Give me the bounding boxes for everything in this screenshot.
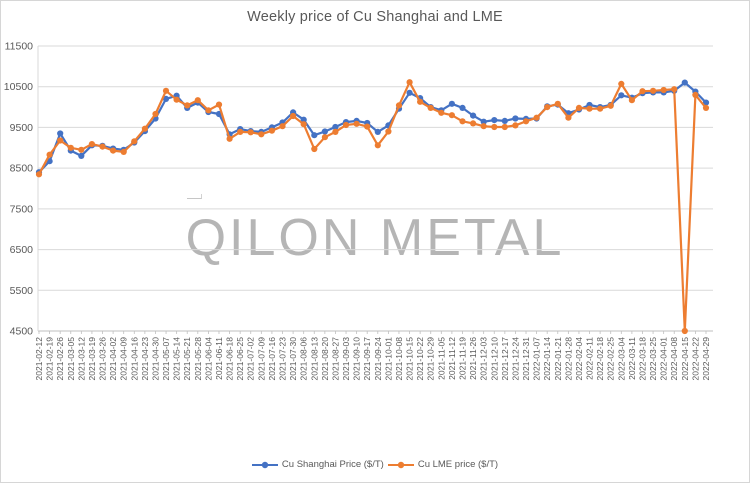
svg-text:2022-01-07: 2022-01-07: [532, 337, 542, 381]
svg-text:11500: 11500: [5, 41, 34, 53]
svg-text:2021-11-26: 2021-11-26: [468, 337, 478, 380]
svg-text:2021-10-29: 2021-10-29: [426, 337, 436, 381]
svg-text:9500: 9500: [10, 122, 34, 134]
svg-text:2022-01-28: 2022-01-28: [563, 337, 573, 381]
svg-text:2021-11-12: 2021-11-12: [447, 337, 457, 380]
svg-text:2022-04-22: 2022-04-22: [690, 337, 700, 381]
svg-text:2021-05-21: 2021-05-21: [182, 337, 192, 381]
svg-text:2021-02-19: 2021-02-19: [45, 337, 55, 381]
y-gridlines: [37, 45, 713, 332]
svg-text:2021-09-10: 2021-09-10: [352, 337, 362, 381]
svg-text:2021-04-16: 2021-04-16: [129, 337, 139, 381]
svg-text:2022-03-11: 2022-03-11: [627, 337, 637, 380]
svg-text:2021-12-31: 2021-12-31: [521, 337, 531, 381]
svg-text:2021-12-03: 2021-12-03: [479, 337, 489, 381]
legend-label-lme: Cu LME price ($/T): [417, 459, 499, 470]
svg-text:2021-09-24: 2021-09-24: [373, 337, 383, 381]
svg-text:2021-07-30: 2021-07-30: [288, 337, 298, 381]
svg-text:2021-06-25: 2021-06-25: [235, 337, 245, 381]
svg-text:2022-01-14: 2022-01-14: [542, 337, 552, 381]
svg-text:2021-12-24: 2021-12-24: [510, 337, 520, 381]
svg-text:2022-02-25: 2022-02-25: [606, 337, 616, 381]
chart-legend: Cu Shanghai Price ($/T) Cu LME price ($/…: [1, 459, 749, 470]
svg-text:2022-04-01: 2022-04-01: [659, 337, 669, 381]
svg-text:2021-09-17: 2021-09-17: [362, 337, 372, 381]
svg-text:2021-07-23: 2021-07-23: [278, 337, 288, 381]
svg-text:2022-02-18: 2022-02-18: [595, 337, 605, 381]
svg-text:2021-12-17: 2021-12-17: [500, 337, 510, 381]
svg-text:2021-12-10: 2021-12-10: [489, 337, 499, 381]
svg-text:2021-07-16: 2021-07-16: [267, 337, 277, 381]
svg-text:2021-06-04: 2021-06-04: [203, 337, 213, 381]
svg-text:10500: 10500: [4, 81, 33, 93]
y-axis-labels: 4500 5500 6500 7500 8500 9500 10500 11500: [4, 41, 33, 338]
svg-text:2021-05-14: 2021-05-14: [172, 337, 182, 381]
svg-text:2021-10-08: 2021-10-08: [394, 337, 404, 381]
svg-text:2021-10-15: 2021-10-15: [405, 337, 415, 381]
svg-text:6500: 6500: [10, 244, 34, 256]
svg-text:2021-05-28: 2021-05-28: [193, 337, 203, 381]
svg-text:2022-04-29: 2022-04-29: [701, 337, 711, 381]
svg-text:2022-03-25: 2022-03-25: [648, 337, 658, 381]
artifact-mark: [187, 194, 202, 199]
svg-text:2021-02-12: 2021-02-12: [34, 337, 44, 381]
svg-text:2022-01-21: 2022-01-21: [553, 337, 563, 381]
svg-text:2021-06-18: 2021-06-18: [225, 337, 235, 381]
svg-text:2021-06-11: 2021-06-11: [214, 337, 224, 380]
svg-text:2021-03-05: 2021-03-05: [66, 337, 76, 381]
svg-text:8500: 8500: [10, 163, 34, 175]
svg-text:2021-08-13: 2021-08-13: [309, 337, 319, 381]
svg-text:2021-08-27: 2021-08-27: [330, 337, 340, 381]
svg-text:2021-05-07: 2021-05-07: [161, 337, 171, 381]
svg-text:2021-07-09: 2021-07-09: [256, 337, 266, 381]
svg-text:2022-03-18: 2022-03-18: [637, 337, 647, 381]
svg-text:4500: 4500: [10, 326, 34, 338]
svg-text:2022-04-15: 2022-04-15: [680, 337, 690, 381]
svg-text:2021-04-02: 2021-04-02: [108, 337, 118, 381]
svg-text:2022-02-04: 2022-02-04: [574, 337, 584, 381]
svg-text:2021-03-19: 2021-03-19: [87, 337, 97, 381]
svg-text:2021-09-03: 2021-09-03: [341, 337, 351, 381]
svg-text:2021-10-01: 2021-10-01: [383, 337, 393, 381]
svg-text:2021-04-30: 2021-04-30: [150, 337, 160, 381]
svg-text:2021-08-20: 2021-08-20: [320, 337, 330, 381]
watermark: QILON METAL: [185, 209, 565, 267]
svg-text:2021-03-26: 2021-03-26: [98, 337, 108, 381]
svg-text:2021-07-02: 2021-07-02: [246, 337, 256, 381]
svg-text:2022-03-04: 2022-03-04: [616, 337, 626, 381]
svg-text:2021-11-05: 2021-11-05: [436, 337, 446, 380]
svg-text:2021-08-06: 2021-08-06: [299, 337, 309, 381]
svg-text:2021-03-12: 2021-03-12: [76, 337, 86, 381]
legend-item-shanghai[interactable]: Cu Shanghai Price ($/T): [251, 459, 384, 470]
svg-text:2022-04-08: 2022-04-08: [669, 337, 679, 381]
lme-series-marker-icon: [387, 461, 414, 468]
svg-text:2021-04-23: 2021-04-23: [140, 337, 150, 381]
shanghai-series-marker-icon: [251, 461, 278, 468]
legend-item-lme[interactable]: Cu LME price ($/T): [387, 459, 499, 470]
x-axis-labels: 2021-02-12 2021-02-19 2021-02-26 2021-03-05…: [34, 337, 711, 381]
x-axis-ticks: [38, 331, 707, 334]
svg-text:2021-04-09: 2021-04-09: [119, 337, 129, 381]
svg-text:7500: 7500: [10, 203, 34, 215]
series-lme: [35, 79, 710, 335]
svg-text:2021-02-26: 2021-02-26: [55, 337, 65, 381]
svg-text:2021-11-19: 2021-11-19: [457, 337, 467, 380]
svg-text:2022-02-11: 2022-02-11: [585, 337, 595, 380]
chart-title: Weekly price of Cu Shanghai and LME: [247, 9, 503, 25]
svg-text:5500: 5500: [10, 285, 34, 297]
svg-text:2021-10-22: 2021-10-22: [415, 337, 425, 381]
legend-label-shanghai: Cu Shanghai Price ($/T): [281, 459, 384, 470]
